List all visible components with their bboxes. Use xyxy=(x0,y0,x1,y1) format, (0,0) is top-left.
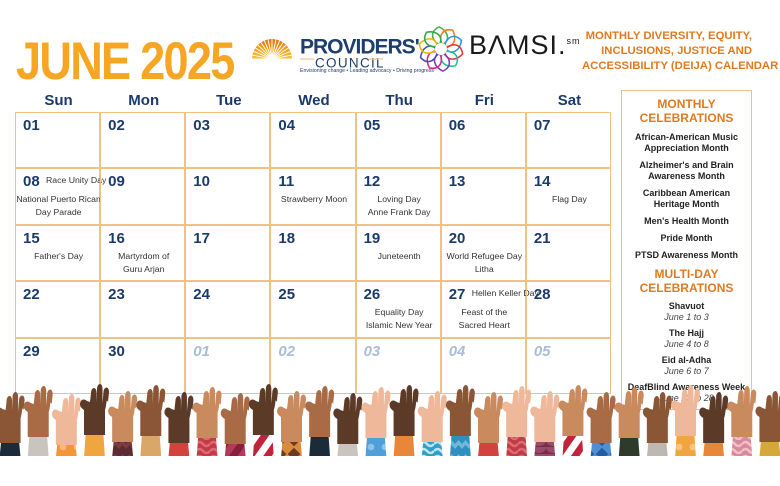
svg-text:Envisioning change • Leading a: Envisioning change • Leading advocacy • … xyxy=(300,68,434,73)
